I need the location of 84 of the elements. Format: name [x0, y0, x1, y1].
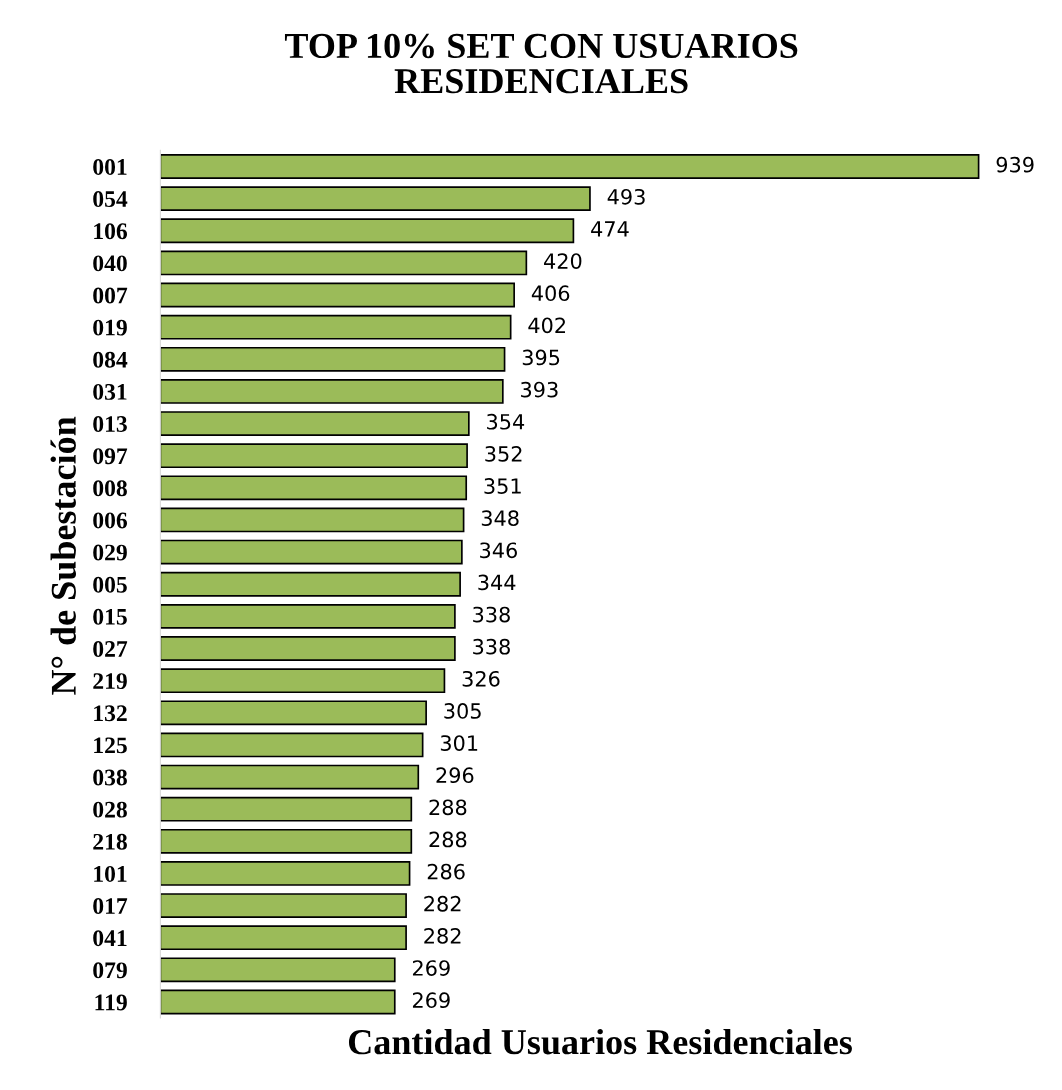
- data-label: 338: [473, 638, 510, 655]
- data-label: 269: [412, 992, 450, 1009]
- bar: [160, 475, 468, 501]
- data-label: 282: [424, 928, 461, 944]
- y-tick-label: 008: [93, 480, 127, 497]
- y-tick-label: 079: [93, 962, 127, 979]
- data-label: 474: [591, 221, 629, 237]
- data-label: 348: [481, 510, 519, 527]
- y-tick-label: 013: [93, 416, 127, 432]
- bar: [160, 314, 512, 340]
- bar: [160, 700, 427, 726]
- y-tick-label: 001: [93, 158, 127, 175]
- bar: [160, 668, 446, 694]
- y-tick-label: 101: [94, 865, 127, 882]
- y-tick-label: 029: [93, 544, 127, 561]
- data-label: 326: [462, 670, 500, 687]
- y-tick-label: 005: [93, 576, 127, 593]
- y-tick-label: 132: [94, 705, 127, 722]
- data-label: 346: [480, 542, 517, 559]
- y-tick-label: 084: [93, 351, 128, 368]
- y-tick-label: 125: [94, 737, 127, 754]
- y-tick-label: 007: [93, 287, 128, 304]
- chart-title: TOP 10% SET CON USUARIOS RESIDENCIALES: [284, 33, 798, 94]
- bar: [160, 218, 575, 244]
- y-tick-label: 006: [93, 512, 128, 529]
- data-label: 420: [544, 253, 582, 269]
- y-tick-label: 219: [93, 673, 127, 690]
- y-tick-label: 040: [93, 255, 127, 272]
- y-tick-label: 017: [93, 898, 128, 915]
- y-tick-label: 218: [93, 833, 127, 850]
- bar: [160, 346, 506, 372]
- x-axis-title: Cantidad Usuarios Residenciales: [348, 1028, 852, 1055]
- y-tick-label: 097: [93, 448, 128, 465]
- y-tick-label: 028: [93, 801, 127, 818]
- data-label: 288: [429, 831, 467, 848]
- bar: [160, 893, 407, 918]
- y-tick-label: 027: [93, 641, 128, 657]
- data-label: 269: [412, 960, 450, 976]
- data-label: 282: [424, 895, 461, 912]
- data-label: 493: [607, 188, 645, 205]
- data-label: 288: [429, 799, 467, 816]
- data-label: 352: [485, 445, 522, 462]
- data-label: 354: [487, 413, 525, 430]
- y-tick-label: 119: [95, 994, 127, 1011]
- y-tick-label: 031: [93, 383, 127, 400]
- bar: [160, 636, 456, 661]
- bar: [160, 861, 411, 886]
- bar: [160, 154, 980, 179]
- data-label: 939: [996, 156, 1034, 173]
- y-tick-label: 038: [93, 769, 127, 786]
- data-label: 296: [436, 767, 474, 784]
- y-tick-label: 019: [93, 319, 127, 336]
- bar: [160, 571, 461, 597]
- y-tick-label: 106: [94, 223, 128, 240]
- bar: [160, 282, 515, 308]
- bar: [160, 379, 504, 404]
- y-tick-label: 041: [93, 930, 127, 947]
- bar: [160, 186, 591, 212]
- data-label: 301: [440, 735, 478, 751]
- bar: [160, 925, 407, 951]
- data-label: 305: [444, 703, 481, 719]
- bar: [160, 603, 456, 629]
- data-label: 393: [521, 381, 558, 398]
- bar: [160, 443, 468, 469]
- bar: [160, 957, 396, 983]
- data-label: 395: [522, 349, 560, 366]
- y-tick-label: 054: [93, 191, 128, 208]
- bar: [160, 989, 396, 1015]
- y-axis-title: N° de Subestación: [50, 416, 77, 695]
- data-label: 344: [478, 574, 516, 591]
- data-label: 351: [484, 478, 521, 494]
- bar: [160, 796, 413, 822]
- bar: [160, 764, 420, 790]
- bar: [160, 828, 413, 854]
- data-label: 286: [427, 863, 465, 880]
- bar: [160, 507, 465, 533]
- data-label: 406: [531, 285, 570, 302]
- bar: [160, 411, 470, 436]
- y-tick-label: 015: [93, 608, 127, 625]
- bar: [160, 250, 528, 276]
- bar: [160, 539, 463, 565]
- data-label: 338: [473, 606, 510, 623]
- data-label: 402: [528, 317, 566, 334]
- bar: [160, 732, 424, 758]
